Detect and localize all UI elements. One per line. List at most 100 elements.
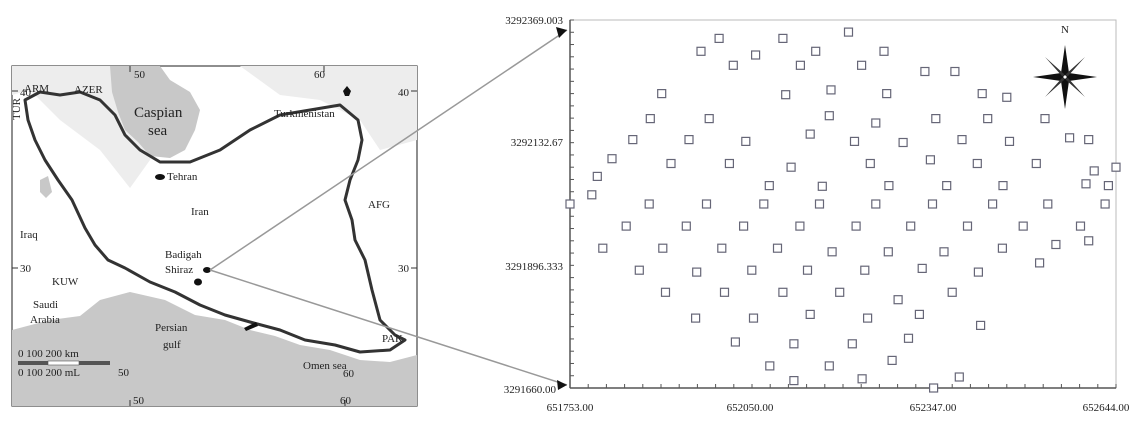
- sample-point: [920, 66, 930, 77]
- north-arrow-icon: N: [1033, 24, 1097, 109]
- y-tick-label-3: 3291660.00: [504, 384, 557, 396]
- sample-point: [962, 221, 973, 231]
- shiraz-marker: [194, 278, 202, 286]
- sample-point: [814, 199, 825, 209]
- sample-point: [824, 361, 834, 371]
- sample-point: [849, 136, 860, 146]
- label-turkmenistan: Turkmenistan: [274, 108, 335, 120]
- sample-point: [681, 221, 691, 231]
- sample-point: [1031, 158, 1041, 169]
- sample-point: [882, 88, 892, 99]
- plot-frame: [569, 19, 1117, 389]
- sample-point: [843, 27, 854, 37]
- sample-plot: 3292369.003 3292132.67 3291896.333 32916…: [504, 15, 1130, 414]
- sample-point: [690, 313, 701, 323]
- sample-point: [871, 118, 881, 128]
- sample-point: [781, 90, 791, 100]
- sample-point: [817, 181, 827, 191]
- tehran-marker: [155, 174, 165, 180]
- sample-point: [939, 247, 949, 257]
- sample-point: [660, 287, 671, 297]
- sample-point: [847, 339, 857, 349]
- sample-point: [658, 243, 668, 253]
- sample-point: [893, 295, 903, 305]
- sample-point: [857, 374, 867, 384]
- graticule-ticks: [12, 66, 417, 406]
- label-azer: AZER: [74, 84, 103, 96]
- top-tick-50: 50: [134, 69, 146, 81]
- left-tick-30: 30: [20, 263, 32, 275]
- sample-point: [1018, 221, 1028, 231]
- axis-minor-ticks: [569, 19, 1117, 389]
- zoom-connectors: [209, 29, 568, 386]
- sample-point: [772, 243, 783, 253]
- sample-point: [1002, 92, 1012, 102]
- label-persian-1: Persian: [155, 322, 188, 334]
- sample-point: [887, 355, 897, 365]
- sample-point: [914, 309, 925, 319]
- sample-point: [931, 113, 941, 124]
- sample-point: [592, 171, 602, 181]
- label-tur: TUR: [11, 97, 23, 120]
- sample-point: [657, 88, 667, 99]
- sample-point: [644, 199, 654, 209]
- sample-point: [764, 181, 774, 191]
- sample-point: [805, 309, 815, 319]
- sample-point: [987, 199, 998, 209]
- sample-point: [795, 221, 805, 231]
- x-tick-label-1: 652050.00: [727, 402, 774, 414]
- label-caspian-1: Caspian: [134, 105, 183, 121]
- label-iraq: Iraq: [20, 229, 38, 241]
- sample-point: [666, 158, 676, 169]
- sample-point: [795, 60, 806, 70]
- sample-point: [628, 135, 638, 145]
- sample-point: [851, 221, 861, 231]
- sample-point: [1034, 258, 1045, 268]
- sample-point: [717, 243, 727, 253]
- sample-point: [1064, 133, 1075, 143]
- sample-point: [789, 339, 799, 349]
- sample-point: [759, 199, 769, 209]
- sample-point: [750, 50, 761, 60]
- sample-point: [1111, 162, 1121, 172]
- sample-point: [1103, 181, 1114, 191]
- label-iran: Iran: [191, 206, 209, 218]
- sample-point: [998, 181, 1008, 191]
- inset-map: 50 60 40 30 40 30 50 60 ARM AZER TUR Cas…: [11, 65, 418, 407]
- sample-point: [684, 135, 694, 145]
- label-persian-2: gulf: [163, 339, 181, 351]
- sample-point: [957, 135, 967, 145]
- north-label: N: [1061, 24, 1069, 36]
- sample-point: [598, 243, 608, 253]
- label-saudi-1: Saudi: [33, 299, 58, 311]
- sample-point: [883, 247, 893, 257]
- label-caspian-2: sea: [148, 123, 167, 139]
- sample-points: [565, 27, 1121, 393]
- connector-top-arrow: [556, 27, 567, 38]
- sample-point: [724, 158, 735, 169]
- sample-point: [947, 287, 957, 297]
- scale-mi-label: 0 100 200 mL: [18, 367, 80, 379]
- connector-bottom: [209, 269, 568, 386]
- sample-point: [805, 129, 815, 139]
- sample-point: [884, 181, 894, 191]
- scale-bar-segment: [47, 360, 80, 366]
- sample-point: [835, 287, 845, 297]
- left-tick-40: 40: [20, 87, 32, 99]
- sample-point: [856, 60, 867, 70]
- sample-point: [1084, 135, 1094, 145]
- badigah-marker: [203, 267, 211, 273]
- sample-point: [778, 287, 788, 297]
- sample-point: [802, 265, 813, 275]
- y-tick-label-1: 3292132.67: [511, 137, 564, 149]
- sample-point: [701, 199, 712, 209]
- sample-point: [1043, 199, 1053, 209]
- bottom-tick-50-inner: 50: [118, 367, 130, 379]
- sample-point: [645, 113, 655, 124]
- sample-point: [811, 46, 821, 56]
- gulf-island-marker: [244, 322, 258, 331]
- sample-point: [789, 376, 799, 386]
- bottom-tick-50: 50: [133, 395, 145, 407]
- sample-point: [973, 267, 984, 277]
